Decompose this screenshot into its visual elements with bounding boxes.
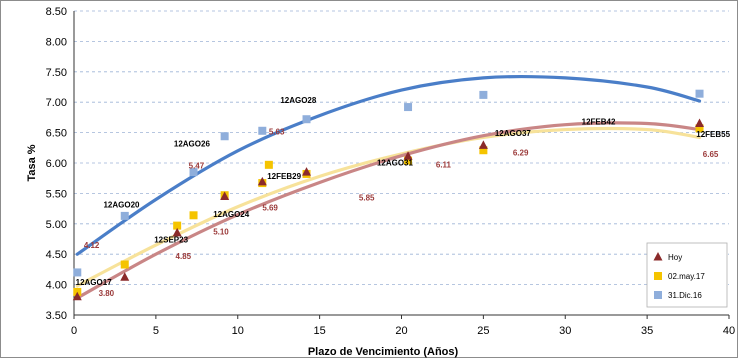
x-tick-label: 35 xyxy=(641,325,653,337)
legend-marker xyxy=(654,291,662,299)
legend-marker xyxy=(654,272,662,280)
x-tick-label: 5 xyxy=(153,325,159,337)
y-tick-label: 5.00 xyxy=(46,219,67,231)
value-label: 5.85 xyxy=(359,194,375,203)
legend-marker xyxy=(653,252,663,261)
value-label: 5.10 xyxy=(213,228,229,237)
y-tick-label: 4.50 xyxy=(46,249,67,261)
data-point xyxy=(72,291,82,301)
y-axis-title: Tasa % xyxy=(26,144,38,181)
data-point xyxy=(189,211,198,220)
y-tick-label: 7.00 xyxy=(46,97,67,109)
trendline xyxy=(75,74,702,256)
data-point xyxy=(479,90,488,99)
y-tick-label: 5.50 xyxy=(46,188,67,200)
legend-label: 31.Dic.16 xyxy=(668,291,702,300)
data-point xyxy=(404,103,413,112)
y-tick-label: 6.00 xyxy=(46,158,67,170)
y-tick-label: 7.50 xyxy=(46,67,67,79)
data-point xyxy=(73,268,82,277)
value-label: 4.12 xyxy=(84,241,100,250)
data-point xyxy=(220,132,229,141)
x-tick-label: 15 xyxy=(314,325,326,337)
data-point xyxy=(173,221,182,230)
bond-label: 12FEB42 xyxy=(582,118,616,127)
x-tick-label: 20 xyxy=(395,325,407,337)
data-point xyxy=(695,118,705,127)
x-tick-label: 30 xyxy=(559,325,571,337)
x-tick-label: 0 xyxy=(71,325,77,337)
bond-label: 12AGO26 xyxy=(174,140,211,149)
bond-label: 12AGO24 xyxy=(213,210,250,219)
bond-label: 12AGO17 xyxy=(76,278,113,287)
x-tick-label: 25 xyxy=(477,325,489,337)
y-tick-label: 6.50 xyxy=(46,128,67,140)
value-label: 4.85 xyxy=(176,252,192,261)
data-point xyxy=(478,140,488,149)
legend-label: 02.may.17 xyxy=(668,272,705,281)
data-point xyxy=(403,151,413,160)
data-point xyxy=(120,272,130,281)
bond-label: 12AGO28 xyxy=(280,96,317,105)
data-point xyxy=(264,160,273,169)
data-point xyxy=(120,260,129,269)
bond-label: 12AGO20 xyxy=(103,200,140,209)
value-label: 6.29 xyxy=(513,149,529,158)
y-tick-label: 8.50 xyxy=(46,6,67,18)
legend-label: Hoy xyxy=(668,253,682,262)
data-point xyxy=(695,89,704,98)
data-point xyxy=(120,211,129,220)
value-label: 5.69 xyxy=(262,203,278,212)
data-point xyxy=(302,115,311,124)
y-tick-label: 4.00 xyxy=(46,280,67,292)
data-point xyxy=(479,146,488,155)
x-tick-label: 40 xyxy=(723,325,735,337)
data-point xyxy=(257,176,267,186)
bond-label: 12AGO31 xyxy=(377,158,414,167)
data-point xyxy=(220,191,230,200)
trendline xyxy=(75,126,702,288)
data-point xyxy=(302,167,312,176)
bond-label: 12AGO37 xyxy=(495,129,532,138)
bond-label: 12SEP23 xyxy=(154,236,188,245)
data-point xyxy=(695,124,704,133)
value-label: 5.47 xyxy=(189,161,205,170)
value-label: 5.63 xyxy=(269,127,285,136)
data-point xyxy=(258,126,267,135)
bond-label: 12FEB55 xyxy=(696,130,730,139)
data-point xyxy=(404,156,413,165)
y-tick-label: 8.00 xyxy=(46,36,67,48)
x-axis-title: Plazo de Vencimiento (Años) xyxy=(308,346,459,358)
x-tick-label: 10 xyxy=(232,325,244,337)
bond-label: 12FEB29 xyxy=(267,172,301,181)
value-label: 6.11 xyxy=(436,160,452,169)
trendline xyxy=(75,121,702,300)
data-point xyxy=(172,227,182,237)
value-label: 3.80 xyxy=(99,289,115,298)
y-tick-label: 3.50 xyxy=(46,310,67,322)
value-label: 6.65 xyxy=(703,150,719,159)
data-point xyxy=(189,168,198,177)
